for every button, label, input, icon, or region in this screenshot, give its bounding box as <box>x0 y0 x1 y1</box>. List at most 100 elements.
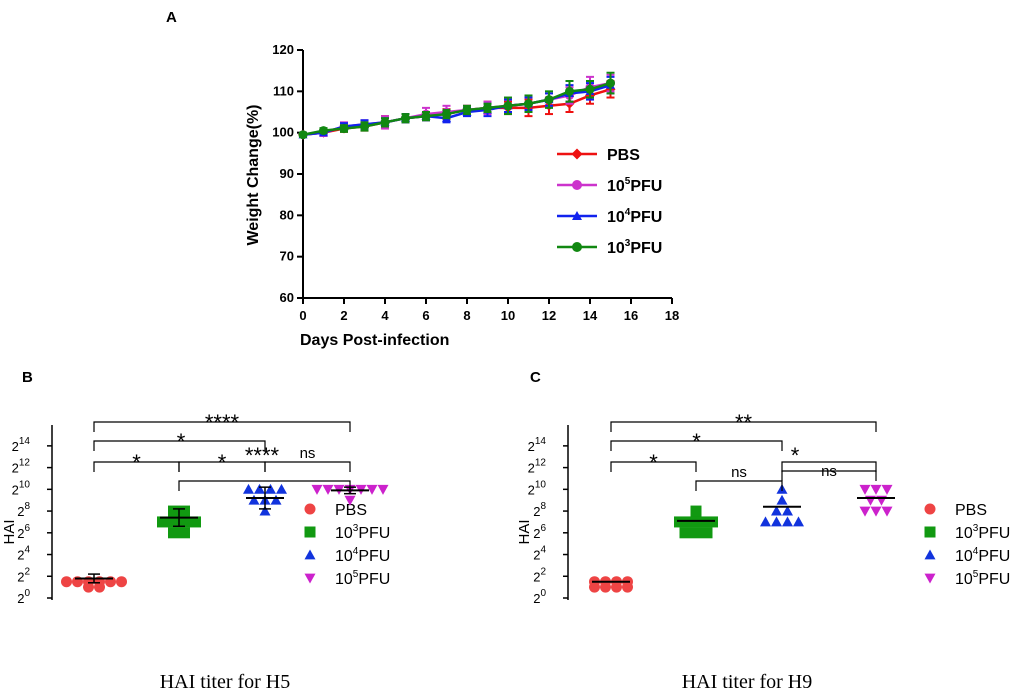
data-point <box>565 86 574 96</box>
hai-h5-chart: HAI HAI titer for H5 2022242628210212214… <box>1 410 390 693</box>
data-point <box>311 484 323 495</box>
significance-label: * <box>692 429 701 454</box>
data-point <box>771 516 782 527</box>
legend-marker <box>571 148 583 160</box>
data-point <box>190 516 201 528</box>
legend-base: 10 <box>335 571 353 588</box>
significance-bracket <box>93 440 266 451</box>
data-point <box>859 484 871 495</box>
legend-suffix: PFU <box>978 571 1010 588</box>
legend-marker <box>924 549 936 560</box>
legend-exponent: 3 <box>353 523 359 534</box>
tick-base: 2 <box>17 548 24 563</box>
y-tick-label: 24 <box>533 545 546 563</box>
data-point <box>696 516 707 528</box>
data-point <box>544 95 554 105</box>
data-point <box>760 516 771 527</box>
legend-exponent: 3 <box>973 523 979 534</box>
data-point <box>380 117 390 127</box>
legend-base: 10 <box>607 240 625 257</box>
data-point <box>674 516 685 528</box>
y-tick-label: 26 <box>533 523 546 541</box>
legend-exponent: 5 <box>973 569 979 580</box>
legend-base: 10 <box>335 548 353 565</box>
tick-base: 2 <box>533 591 540 606</box>
legend-marker <box>304 549 316 560</box>
legend-exponent: 5 <box>353 569 359 580</box>
data-point <box>462 105 472 115</box>
tick-base: 2 <box>12 461 19 476</box>
legend-base: 10 <box>607 178 625 195</box>
data-point <box>870 484 882 495</box>
tick-exponent: 6 <box>24 523 30 534</box>
data-point <box>707 516 718 528</box>
y-tick-label: 60 <box>280 290 294 305</box>
data-point <box>298 130 308 140</box>
data-point <box>782 505 793 516</box>
x-tick-label: 8 <box>463 308 470 323</box>
panel-label-a: A <box>166 9 177 26</box>
data-point <box>701 527 713 539</box>
significance-label: * <box>218 450 227 475</box>
tick-exponent: 10 <box>19 479 31 490</box>
legend-marker <box>572 180 582 190</box>
data-point <box>168 527 179 539</box>
tick-exponent: 14 <box>19 436 31 447</box>
data-point <box>421 111 431 121</box>
significance-label: **** <box>245 443 280 468</box>
significance-label: * <box>132 450 141 475</box>
data-point <box>690 527 702 539</box>
data-point <box>881 484 893 495</box>
legend-label: 105PFU <box>335 569 390 588</box>
data-point <box>442 109 451 119</box>
legend-label: 104PFU <box>607 207 662 226</box>
legend-marker <box>924 503 936 515</box>
tick-exponent: 4 <box>540 545 546 556</box>
x-axis-title: Days Post-infection <box>300 332 449 349</box>
legend-exponent: 4 <box>973 546 979 557</box>
legend-suffix: PFU <box>978 525 1010 542</box>
tick-base: 2 <box>533 548 540 563</box>
data-point <box>685 516 696 528</box>
significance-label: ns <box>731 464 747 481</box>
x-tick-label: 4 <box>381 308 389 323</box>
legend-label: PBS <box>607 147 640 164</box>
legend-marker <box>304 503 316 515</box>
y-tick-label: 210 <box>12 479 31 497</box>
tick-exponent: 12 <box>19 458 31 469</box>
chart-caption: HAI titer for H5 <box>160 671 291 693</box>
legend-suffix: PFU <box>978 548 1010 565</box>
data-point <box>270 494 282 505</box>
tick-exponent: 0 <box>540 588 546 599</box>
data-point <box>179 505 190 517</box>
y-tick-label: 28 <box>533 501 546 519</box>
legend-suffix: PFU <box>358 548 390 565</box>
y-tick-label: 20 <box>17 588 30 606</box>
y-tick-label: 210 <box>528 479 547 497</box>
x-tick-label: 2 <box>340 308 347 323</box>
y-tick-label: 212 <box>528 458 547 476</box>
data-point <box>116 576 127 588</box>
legend-marker <box>924 573 936 584</box>
data-point <box>503 101 513 111</box>
chart-caption: HAI titer for H9 <box>682 671 813 693</box>
data-point <box>319 126 328 136</box>
legend-base: 10 <box>955 548 973 565</box>
y-tick-label: 20 <box>533 588 546 606</box>
tick-exponent: 8 <box>540 501 546 512</box>
x-tick-label: 10 <box>501 308 515 323</box>
legend-label: PBS <box>955 502 987 519</box>
panel-label-c: C <box>530 369 541 386</box>
tick-base: 2 <box>533 504 540 519</box>
legend-suffix: PFU <box>358 571 390 588</box>
data-point <box>881 506 893 517</box>
data-point <box>782 516 793 527</box>
legend-suffix: PFU <box>630 240 662 257</box>
y-tick-label: 90 <box>280 166 294 181</box>
data-point <box>61 576 72 588</box>
data-point <box>524 99 533 109</box>
legend-base: 10 <box>955 571 973 588</box>
x-tick-label: 6 <box>422 308 429 323</box>
significance-label: * <box>177 429 186 454</box>
x-tick-label: 14 <box>583 308 598 323</box>
